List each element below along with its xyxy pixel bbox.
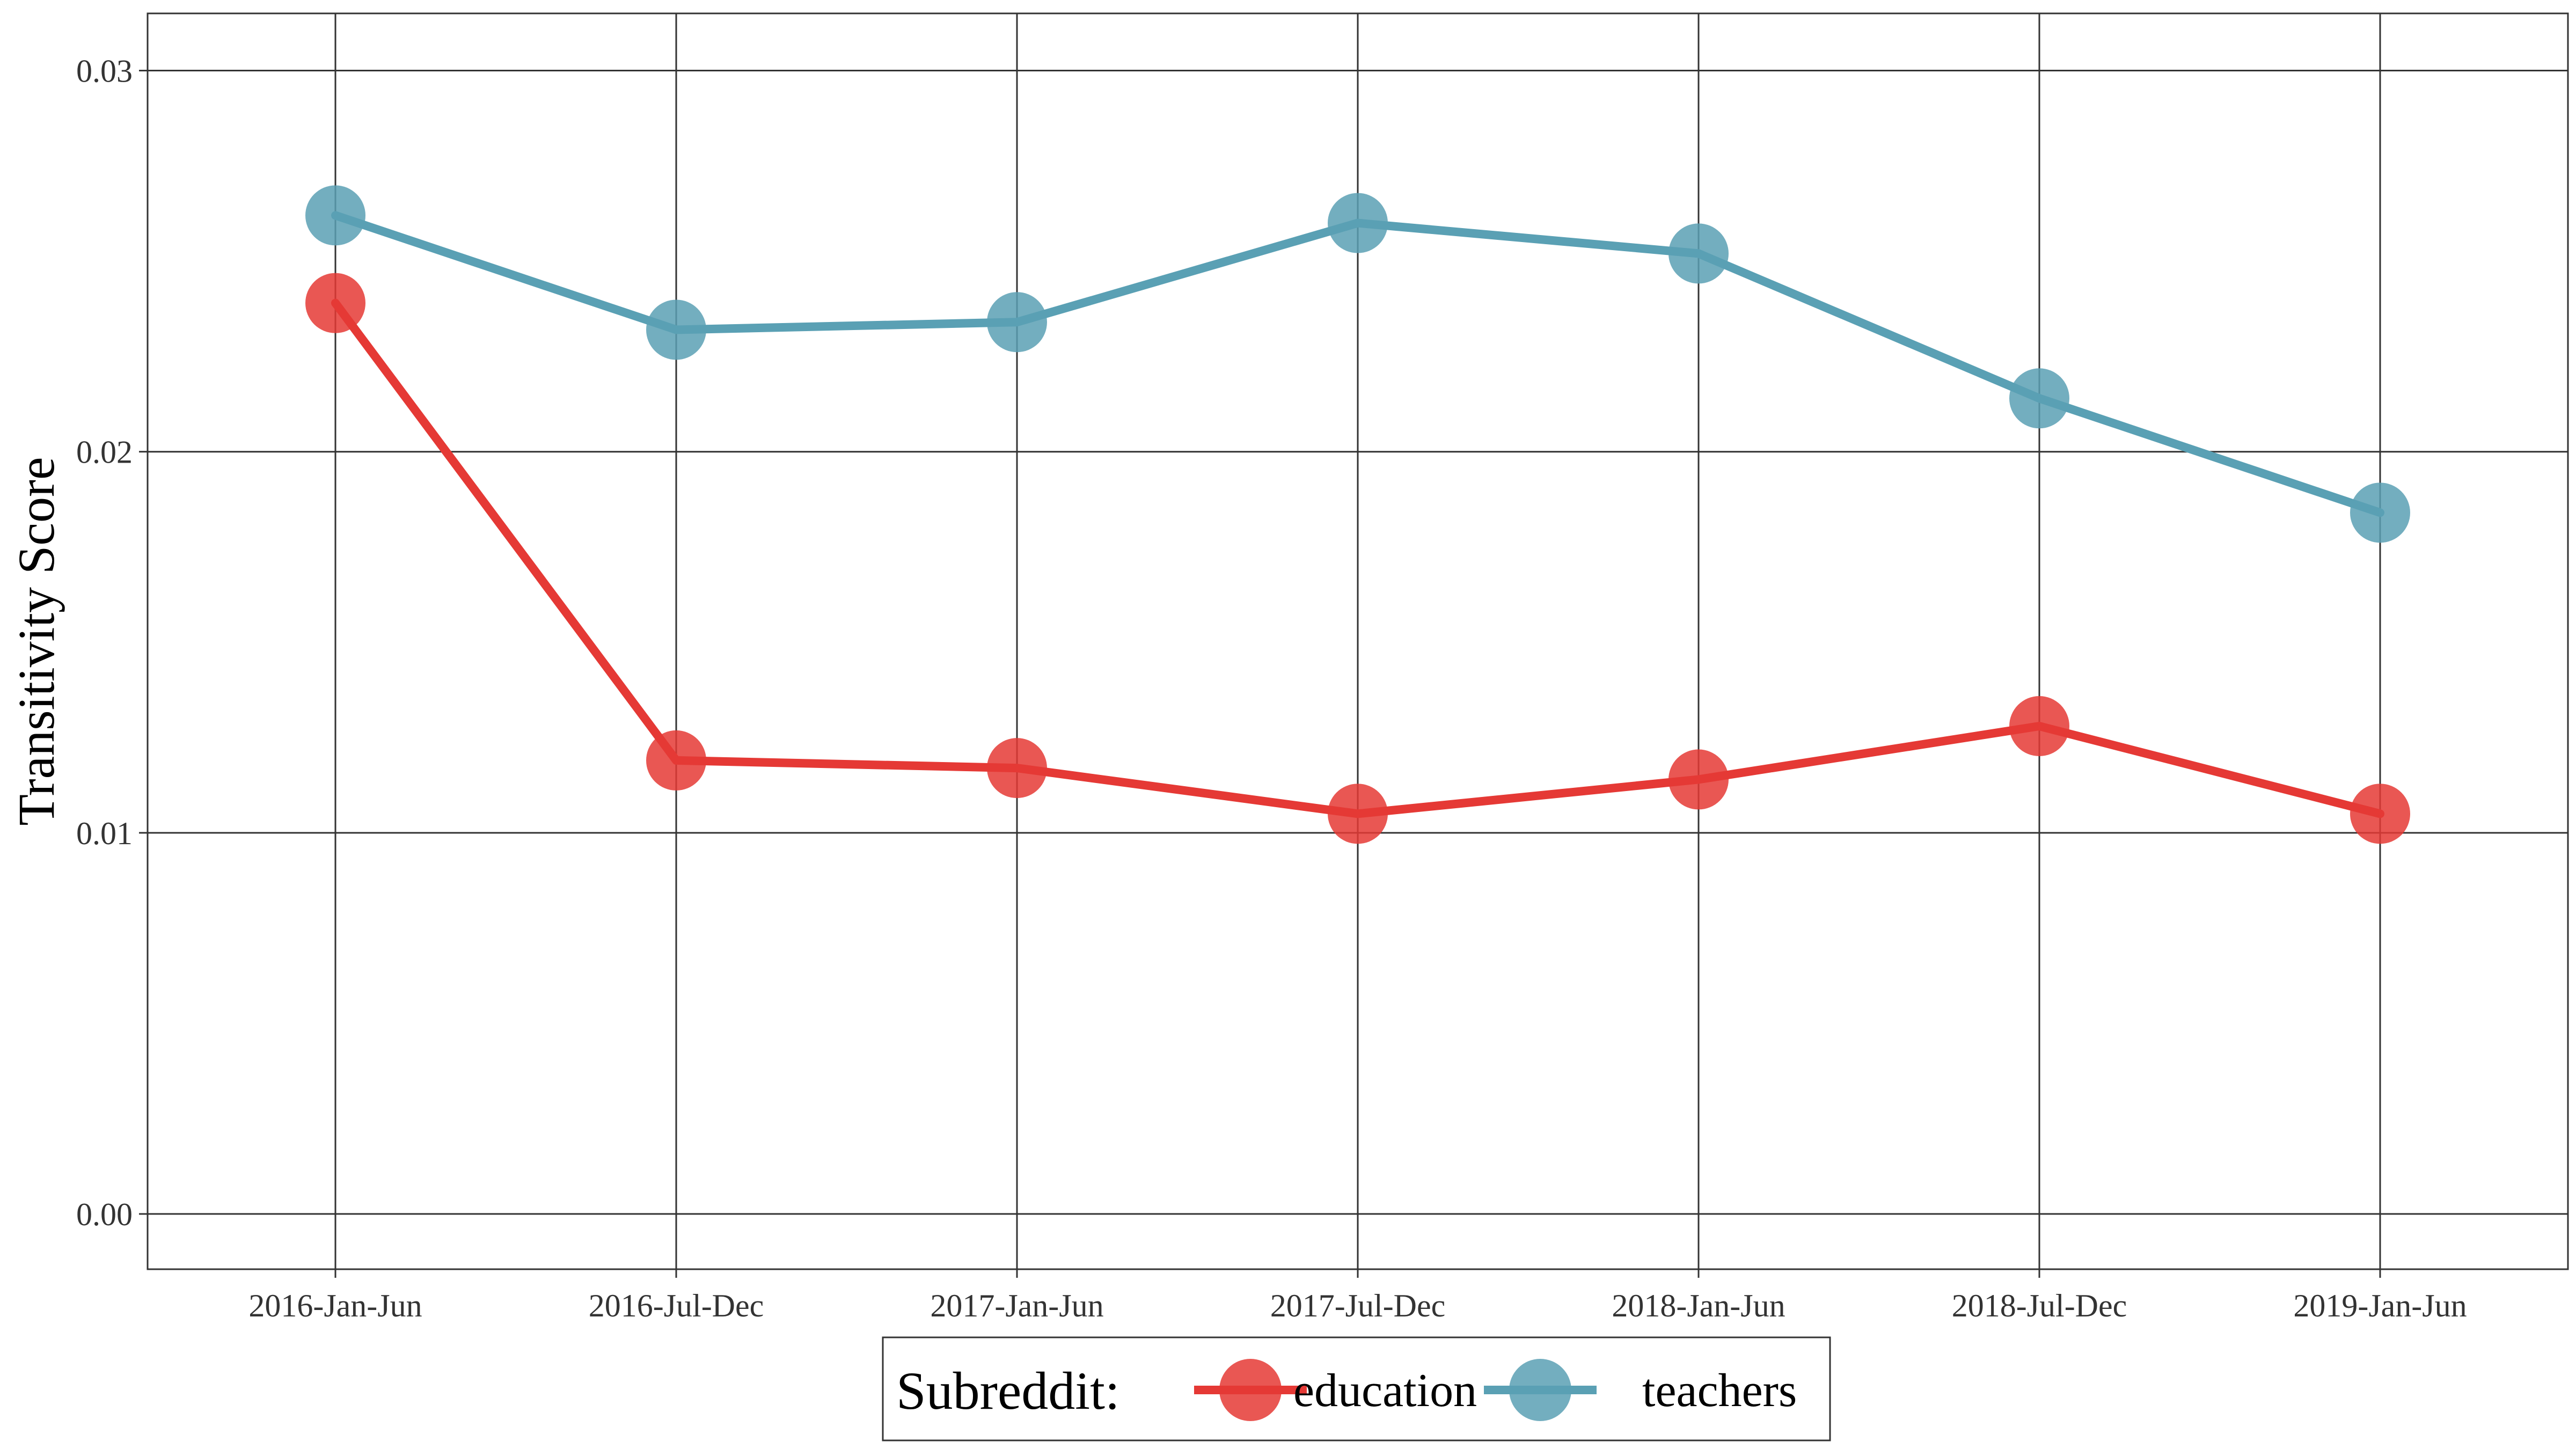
data-point-education [2009,696,2069,757]
data-point-teachers [2009,368,2069,429]
series-education [305,273,2410,844]
x-tick-label: 2018-Jan-Jun [1612,1288,1785,1323]
x-tick-label: 2018-Jul-Dec [1952,1288,2127,1323]
y-tick-label: 0.03 [76,54,133,89]
y-tick-label: 0.01 [76,816,133,851]
legend-box [882,1336,1831,1441]
legend-title: Subreddit: [896,1361,1120,1421]
data-point-education [646,730,706,791]
y-axis-title: Transitivity Score [8,457,65,825]
data-point-teachers [646,299,706,360]
data-point-education [1328,784,1388,844]
legend-label-education: education [1293,1365,1477,1417]
x-tick-label: 2016-Jan-Jun [248,1288,422,1323]
legend-label-teachers: teachers [1642,1365,1797,1417]
data-point-education [987,738,1047,799]
y-axis: 0.00 0.01 0.02 0.03 [76,54,148,1232]
series-layer [305,185,2410,844]
data-point-education [305,273,365,333]
legend: Subreddit: education teachers [882,1336,1831,1441]
data-point-teachers [305,185,365,246]
data-point-education [2350,784,2410,844]
legend-key-dot-teachers [1509,1359,1571,1421]
x-tick-label: 2019-Jan-Jun [2293,1288,2467,1323]
series-teachers [305,185,2410,543]
y-tick-label: 0.00 [76,1197,133,1232]
x-tick-label: 2017-Jul-Dec [1270,1288,1446,1323]
legend-key-dot-education [1219,1359,1282,1421]
x-tick-label: 2016-Jul-Dec [589,1288,764,1323]
data-point-teachers [987,292,1047,353]
data-point-teachers [1668,223,1729,284]
x-tick-label: 2017-Jan-Jun [930,1288,1103,1323]
data-point-teachers [2350,482,2410,543]
grid [148,13,2568,1269]
x-axis: 2016-Jan-Jun 2016-Jul-Dec 2017-Jan-Jun 2017… [248,1269,2467,1323]
y-tick-label: 0.02 [76,435,133,470]
data-point-education [1668,749,1729,810]
data-point-teachers [1328,193,1388,253]
